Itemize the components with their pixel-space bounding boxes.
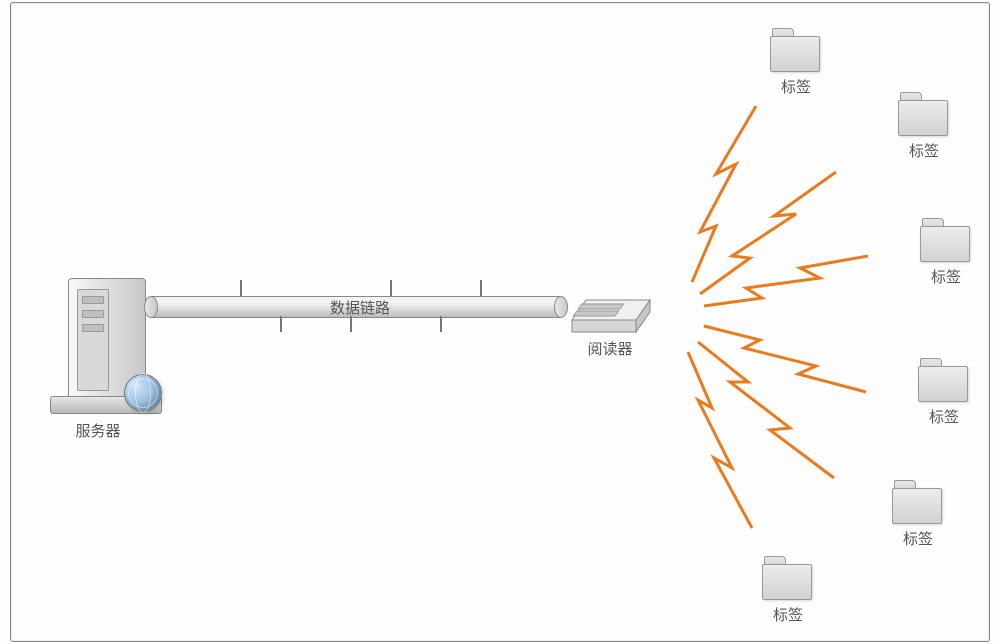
signal-bolt bbox=[698, 342, 834, 478]
folder-icon bbox=[920, 226, 970, 262]
signal-bolt bbox=[704, 256, 868, 306]
folder-icon bbox=[770, 36, 820, 72]
folder-icon bbox=[892, 488, 942, 524]
tag-node bbox=[898, 92, 948, 134]
tag-node bbox=[770, 28, 820, 70]
tag-label: 标签 bbox=[902, 140, 946, 161]
tag-node bbox=[892, 480, 942, 522]
tag-label: 标签 bbox=[922, 406, 966, 427]
wireless-bolts bbox=[0, 0, 1000, 644]
tag-label: 标签 bbox=[924, 266, 968, 287]
folder-icon bbox=[918, 366, 968, 402]
tag-node bbox=[762, 556, 812, 598]
signal-bolt bbox=[692, 106, 756, 282]
tag-label: 标签 bbox=[774, 76, 818, 97]
folder-icon bbox=[762, 564, 812, 600]
tag-node bbox=[920, 218, 970, 260]
tag-label: 标签 bbox=[896, 528, 940, 549]
folder-icon bbox=[898, 100, 948, 136]
tag-node bbox=[918, 358, 968, 400]
tag-label: 标签 bbox=[766, 604, 810, 625]
